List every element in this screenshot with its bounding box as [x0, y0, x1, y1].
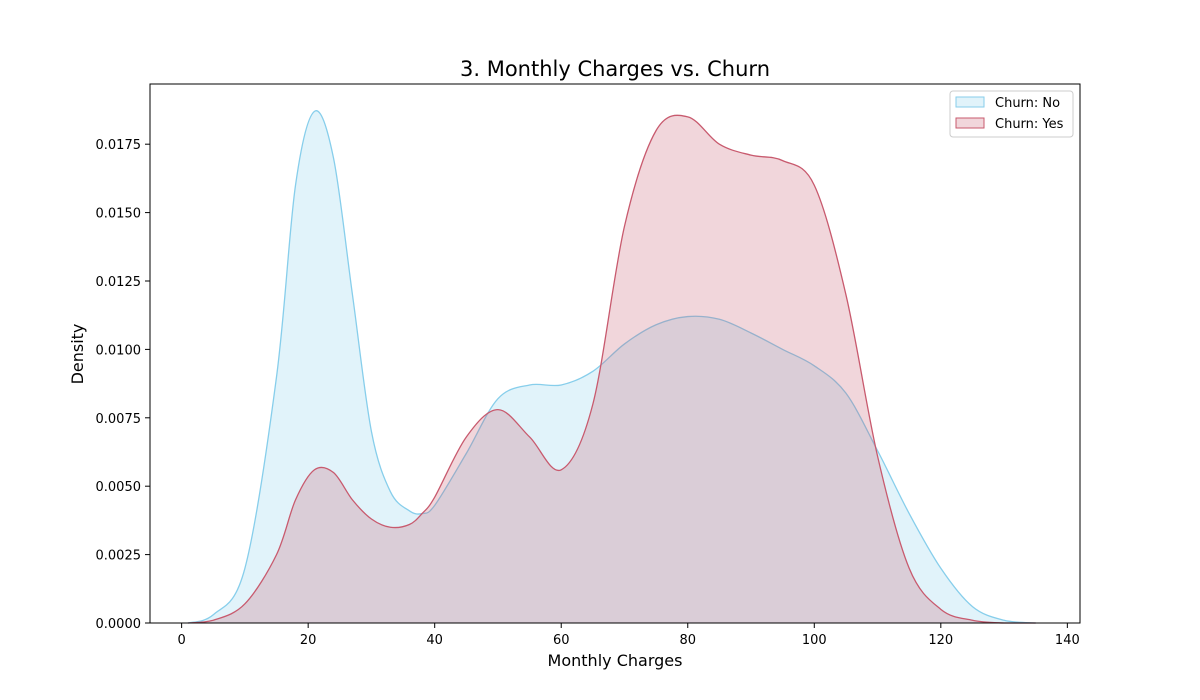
x-tick-label: 0	[177, 633, 185, 648]
legend-swatch-no	[955, 96, 985, 108]
density-line-no	[187, 110, 1036, 624]
legend-frame	[949, 90, 1074, 138]
x-tick-label: 140	[1055, 633, 1080, 648]
x-axis-label: Monthly Charges	[548, 651, 683, 670]
y-tick-label: 0.0100	[96, 343, 142, 358]
x-tick-label: 40	[426, 633, 443, 648]
density-line-yes	[187, 114, 1036, 624]
legend-label-yes: Churn: Yes	[995, 117, 1064, 132]
y-tick-label: 0.0000	[96, 617, 142, 632]
y-axis-ticks: 0.0000 0.0025 0.0050 0.0075 0.0100 0.0125 0.01…	[96, 138, 150, 632]
x-axis-ticks: 0 20 40 60 80 100 120 140	[177, 623, 1080, 648]
plot-frame	[149, 83, 1081, 624]
x-tick-label: 80	[679, 633, 696, 648]
density-area-yes	[187, 115, 1036, 623]
x-tick-label: 20	[300, 633, 317, 648]
y-tick-label: 0.0150	[96, 207, 142, 222]
y-tick-label: 0.0075	[96, 412, 142, 427]
chart-title: 3. Monthly Charges vs. Churn	[460, 57, 770, 81]
x-tick-label: 60	[553, 633, 570, 648]
x-tick-label: 120	[928, 633, 953, 648]
y-tick-label: 0.0025	[96, 549, 142, 564]
y-axis-label: Density	[68, 324, 87, 385]
density-area-no	[187, 110, 1036, 624]
legend-swatch-yes	[955, 117, 985, 129]
legend: Churn: No Churn: Yes	[949, 90, 1074, 138]
y-tick-label: 0.0125	[96, 275, 142, 290]
y-tick-label: 0.0175	[96, 138, 142, 153]
y-tick-label: 0.0050	[96, 480, 142, 495]
legend-label-no: Churn: No	[995, 96, 1060, 111]
plot-areas	[187, 110, 1036, 624]
x-tick-label: 100	[802, 633, 827, 648]
